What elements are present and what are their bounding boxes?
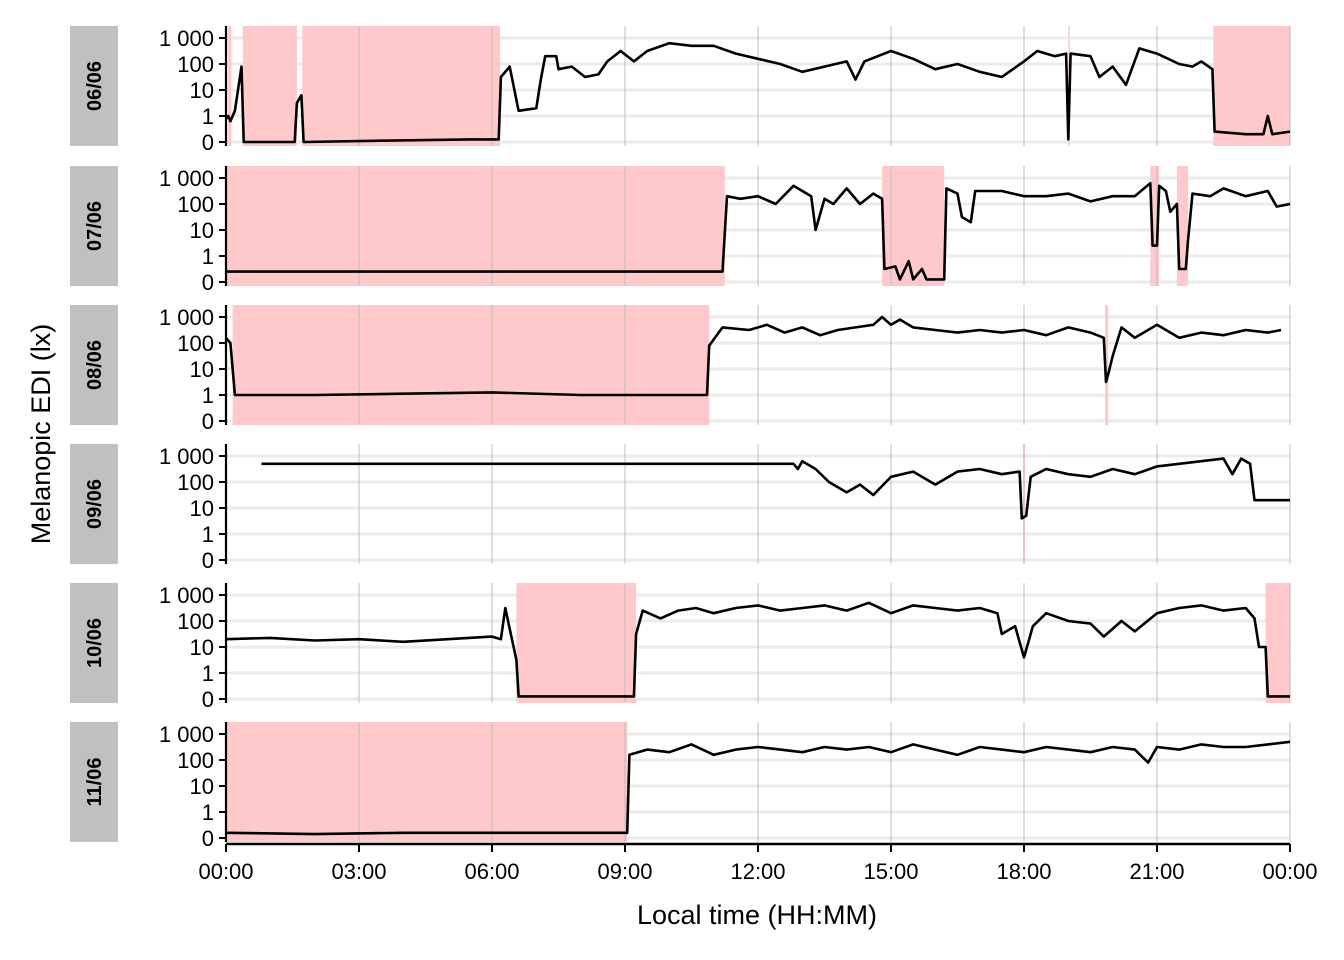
shaded-region [226,166,725,286]
y-tick-label: 10 [190,635,214,660]
x-tick-label: 00:00 [1262,859,1317,884]
facet-strip: 06/06 [70,26,118,146]
x-tick-label: 15:00 [863,859,918,884]
shaded-region [1213,26,1290,146]
y-axis-title: Melanopic EDI (lx) [26,324,56,545]
shaded-region [1105,305,1109,425]
facet-strip: 07/06 [70,166,118,286]
facet-strip-label: 07/06 [84,201,106,251]
melanopic-edi-line [261,457,1290,520]
y-tick-label: 100 [177,470,214,495]
shaded-region [516,583,637,703]
facet-strip-label: 10/06 [84,618,106,668]
x-axis-title: Local time (HH:MM) [637,900,877,930]
x-tick-label: 03:00 [331,859,386,884]
y-tick-label: 1 000 [159,722,214,747]
y-tick-label: 0 [202,270,214,295]
y-tick-label: 100 [177,192,214,217]
melanopic-edi-line [225,41,1291,144]
y-tick-label: 0 [202,687,214,712]
y-tick-label: 1 000 [159,444,214,469]
y-tick-label: 1 [202,244,214,269]
y-tick-label: 1 [202,522,214,547]
facet-strip-label: 08/06 [84,340,106,390]
y-tick-label: 1 [202,661,214,686]
y-tick-label: 1 [202,383,214,408]
shaded-region [1150,166,1160,286]
y-tick-label: 100 [177,52,214,77]
y-tick-label: 1 000 [159,305,214,330]
y-tick-label: 10 [190,218,214,243]
y-tick-label: 1 000 [159,26,214,51]
shaded-region [232,305,710,425]
shaded-region [242,26,297,146]
shaded-region [226,722,628,842]
y-tick-label: 0 [202,826,214,851]
x-tick-label: 18:00 [996,859,1051,884]
y-tick-label: 100 [177,748,214,773]
y-tick-label: 10 [190,774,214,799]
x-tick-label: 06:00 [464,859,519,884]
y-tick-label: 0 [202,548,214,573]
y-tick-label: 1 [202,104,214,129]
y-tick-label: 0 [202,409,214,434]
x-tick-label: 00:00 [198,859,253,884]
y-tick-label: 10 [190,78,214,103]
x-tick-label: 12:00 [730,859,785,884]
y-tick-label: 100 [177,609,214,634]
shaded-region [228,26,232,146]
facet-strip: 08/06 [70,305,118,425]
y-tick-label: 1 [202,800,214,825]
melanopic-edi-line [226,181,1291,281]
y-tick-label: 10 [190,357,214,382]
y-tick-label: 10 [190,496,214,521]
melanopic-edi-line [225,740,1291,836]
facet-strip: 11/06 [70,722,118,842]
y-tick-label: 0 [202,130,214,155]
x-axis: 00:00 03:00 06:00 09:00 12:00 15:00 18:00 21:00… [198,842,1318,884]
melanopic-edi-line [225,315,1282,397]
y-tick-label: 100 [177,331,214,356]
y-tick-label: 1 000 [159,166,214,191]
facet-strip-label: 09/06 [84,479,106,529]
facet-strip-label: 06/06 [84,61,106,111]
shaded-region [302,26,500,146]
facet-strip-label: 11/06 [84,758,106,807]
facet-strip: 09/06 [70,444,118,564]
shaded-region [1265,583,1290,703]
facet-strip: 10/06 [70,583,118,703]
shaded-region [1176,166,1189,286]
y-tick-label: 1 000 [159,583,214,608]
melanopic-edi-line [225,601,1290,698]
x-tick-label: 09:00 [597,859,652,884]
x-tick-label: 21:00 [1129,859,1184,884]
